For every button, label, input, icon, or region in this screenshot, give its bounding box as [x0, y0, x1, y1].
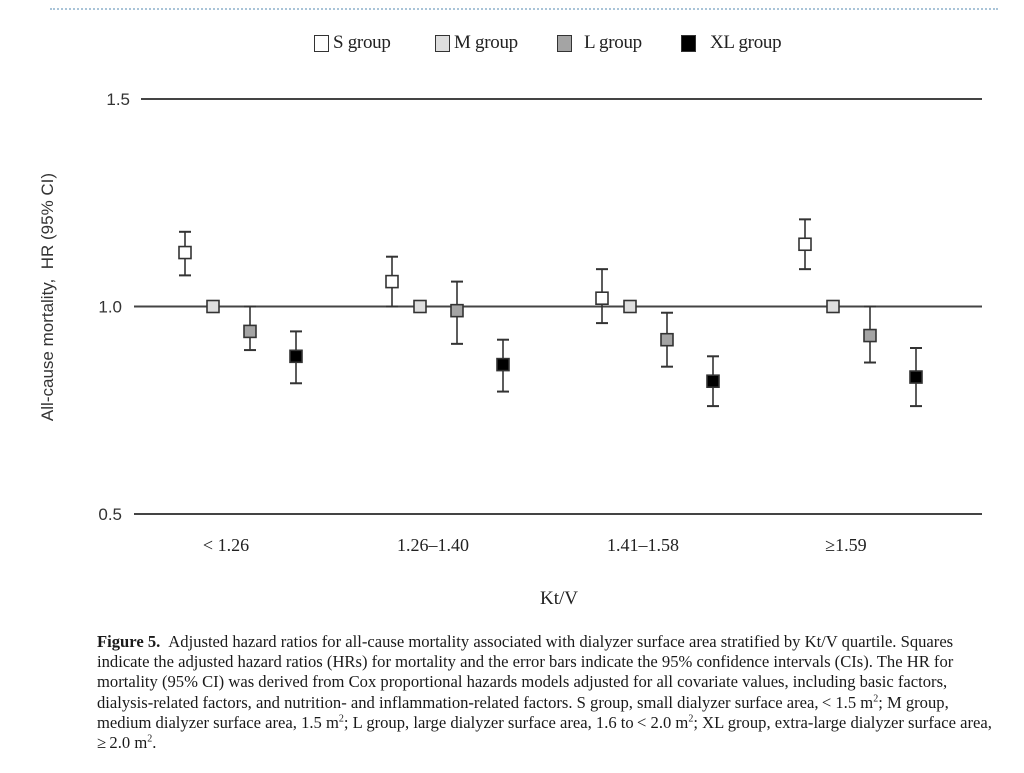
chart-legend: S group M group L group XL group [0, 30, 1024, 56]
legend-label-m: M group [454, 32, 518, 53]
caption-text: Adjusted hazard ratios for all-cause mor… [97, 632, 954, 712]
hr-marker [206, 299, 220, 314]
caption-text: ; M group, medium dialyzer surface area,… [97, 692, 949, 732]
legend-item-xl: XL group [681, 30, 782, 56]
legend-item-s: S group [314, 30, 391, 56]
data-point-l [243, 305, 257, 352]
legend-swatch-l [557, 34, 572, 52]
superscript: 2 [688, 713, 694, 725]
superscript: 2 [147, 733, 153, 745]
caption-text: ; XL group, extra-large dialyzer surface… [97, 712, 996, 753]
x-tick-label: 1.26–1.40 [397, 535, 469, 555]
data-point-m [623, 299, 637, 314]
x-tick-label: ≥1.59 [825, 535, 866, 555]
hr-marker [909, 370, 923, 384]
data-point-m [206, 299, 220, 314]
legend-swatch-m [435, 34, 450, 52]
x-axis-ticks: < 1.26 1.26–1.40 1.41–1.58 ≥1.59 [203, 535, 867, 555]
legend-label-l: L group [584, 32, 642, 53]
figure-caption: Figure 5. Adjusted hazard ratios for all-… [97, 632, 1002, 753]
legend-swatch-xl [681, 34, 696, 52]
data-point-m [413, 299, 427, 314]
superscript: 2 [873, 693, 879, 705]
y-axis-title: All-cause mortality, HR (95% CI) [38, 173, 57, 421]
data-point-s [385, 255, 399, 308]
top-dotted-rule [50, 8, 998, 10]
superscript: 2 [338, 713, 344, 725]
hr-marker [798, 237, 812, 252]
forest-plot: 0.51.01.5 < 1.26 1.26–1.40 1.41–1.58 ≥1.59 … [38, 90, 982, 609]
data-point-s [595, 268, 609, 325]
horizontal-reference-lines [134, 98, 982, 515]
hr-marker [595, 291, 609, 306]
data-point-l [660, 311, 674, 368]
x-axis-title: Kt/V [540, 588, 578, 609]
data-marks [178, 218, 923, 408]
legend-item-l: L group [557, 30, 642, 56]
x-tick-label: 1.41–1.58 [607, 535, 679, 555]
legend-label-s: S group [333, 32, 391, 53]
hr-marker [623, 299, 637, 314]
data-point-l [863, 305, 877, 364]
hr-marker [413, 299, 427, 314]
hr-marker [706, 374, 720, 389]
data-point-xl [496, 338, 510, 393]
hr-marker [178, 245, 192, 260]
y-tick-label: 1.5 [106, 90, 130, 109]
data-point-m [826, 299, 840, 314]
hr-marker [496, 357, 510, 372]
data-point-xl [706, 355, 720, 408]
legend-swatch-s [314, 34, 329, 52]
y-tick-label: 1.0 [98, 298, 122, 317]
hr-marker [289, 349, 303, 364]
hr-marker [826, 299, 840, 314]
x-tick-label: < 1.26 [203, 535, 249, 555]
hr-marker [385, 274, 399, 289]
hr-marker [450, 303, 464, 318]
data-point-xl [909, 347, 923, 408]
hr-marker [863, 328, 877, 343]
y-tick-label: 0.5 [98, 505, 122, 524]
caption-text: ; L group, large dialyzer surface area, … [343, 712, 689, 732]
figure-label: Figure 5. [97, 632, 161, 651]
data-point-s [178, 230, 192, 277]
hr-marker [243, 324, 257, 339]
legend-label-xl: XL group [710, 32, 782, 53]
hr-marker [660, 332, 674, 347]
data-point-l [450, 280, 464, 345]
y-axis-ticks: 0.5 1.0 1.5 [98, 90, 130, 524]
data-point-s [798, 218, 812, 271]
data-point-xl [289, 330, 303, 385]
caption-text: . [152, 733, 157, 753]
legend-item-m: M group [435, 30, 518, 56]
